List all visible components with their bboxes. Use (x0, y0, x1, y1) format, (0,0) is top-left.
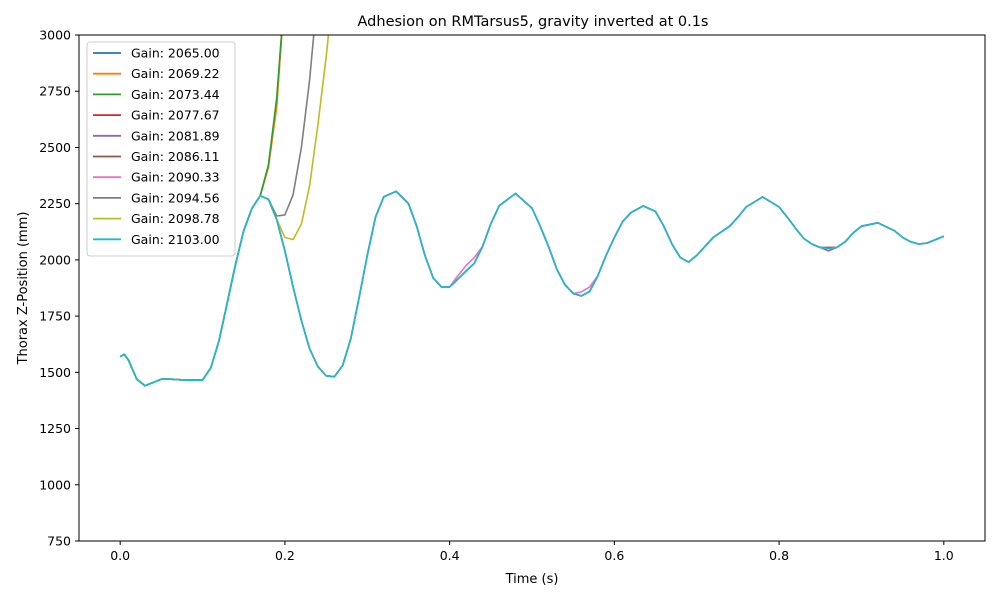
x-tick-label: 0.8 (769, 548, 789, 563)
legend-label: Gain: 2081.89 (131, 128, 220, 143)
chart-title: Adhesion on RMTarsus5, gravity inverted … (358, 14, 709, 30)
legend: Gain: 2065.00 Gain: 2069.22 Gain: 2073.44 G… (86, 41, 236, 257)
legend-label: Gain: 2086.11 (131, 149, 220, 164)
x-tick-label: 0.0 (110, 548, 130, 563)
legend-label: Gain: 2094.56 (131, 190, 220, 205)
series-line-7 (119, 190, 945, 387)
y-tick-label: 2000 (39, 252, 71, 267)
series-line-5 (119, 190, 945, 387)
y-tick-label: 1500 (39, 365, 71, 380)
legend-label: Gain: 2065.00 (131, 46, 220, 61)
series-line-4 (119, 190, 945, 387)
legend-label: Gain: 2077.67 (131, 108, 220, 123)
y-axis-label: Thorax Z-Position (mm) (16, 212, 31, 366)
x-axis: 0.0 0.2 0.4 0.6 0.8 1.0 (110, 541, 954, 563)
legend-label: Gain: 2073.44 (131, 87, 220, 102)
y-tick-label: 1750 (39, 309, 71, 324)
y-tick-label: 2250 (39, 196, 71, 211)
legend-box (86, 41, 236, 257)
x-tick-label: 0.4 (440, 548, 460, 563)
series-lines (119, 35, 945, 387)
x-axis-label: Time (s) (505, 572, 559, 587)
y-tick-label: 1250 (39, 421, 71, 436)
series-line-10 (119, 190, 945, 387)
plot-frame (78, 34, 986, 542)
y-tick-label: 750 (47, 534, 71, 549)
y-tick-label: 3000 (39, 28, 71, 43)
x-tick-label: 1.0 (934, 548, 954, 563)
legend-label: Gain: 2069.22 (131, 66, 220, 81)
legend-label: Gain: 2098.78 (131, 211, 220, 226)
legend-label: Gain: 2103.00 (131, 232, 220, 247)
y-tick-label: 1000 (39, 477, 71, 492)
y-tick-label: 2750 (39, 84, 71, 99)
x-tick-label: 0.6 (604, 548, 624, 563)
legend-label: Gain: 2090.33 (131, 170, 220, 185)
y-axis: 750 1000 1250 1500 1750 2000 2250 2500 2750 3000 (39, 28, 79, 549)
y-tick-label: 2500 (39, 140, 71, 155)
x-tick-label: 0.2 (275, 548, 295, 563)
series-line-6 (119, 190, 945, 387)
